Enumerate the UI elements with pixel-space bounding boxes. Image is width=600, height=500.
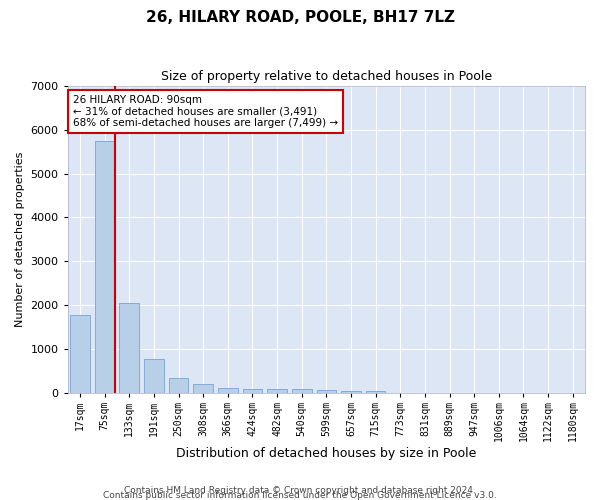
X-axis label: Distribution of detached houses by size in Poole: Distribution of detached houses by size … bbox=[176, 447, 476, 460]
Bar bbox=[267, 389, 287, 394]
Text: Contains HM Land Registry data © Crown copyright and database right 2024.: Contains HM Land Registry data © Crown c… bbox=[124, 486, 476, 495]
Text: Contains public sector information licensed under the Open Government Licence v3: Contains public sector information licen… bbox=[103, 490, 497, 500]
Text: 26, HILARY ROAD, POOLE, BH17 7LZ: 26, HILARY ROAD, POOLE, BH17 7LZ bbox=[146, 10, 455, 25]
Bar bbox=[292, 389, 311, 394]
Title: Size of property relative to detached houses in Poole: Size of property relative to detached ho… bbox=[161, 70, 492, 83]
Bar bbox=[119, 303, 139, 394]
Bar bbox=[366, 390, 385, 394]
Bar bbox=[193, 384, 213, 394]
Bar bbox=[242, 388, 262, 394]
Bar bbox=[169, 378, 188, 394]
Bar bbox=[341, 390, 361, 394]
Text: 26 HILARY ROAD: 90sqm
← 31% of detached houses are smaller (3,491)
68% of semi-d: 26 HILARY ROAD: 90sqm ← 31% of detached … bbox=[73, 95, 338, 128]
Bar bbox=[218, 388, 238, 394]
Bar bbox=[144, 358, 164, 394]
Bar bbox=[95, 140, 115, 394]
Bar bbox=[70, 315, 90, 394]
Bar bbox=[317, 390, 336, 394]
Y-axis label: Number of detached properties: Number of detached properties bbox=[15, 152, 25, 327]
